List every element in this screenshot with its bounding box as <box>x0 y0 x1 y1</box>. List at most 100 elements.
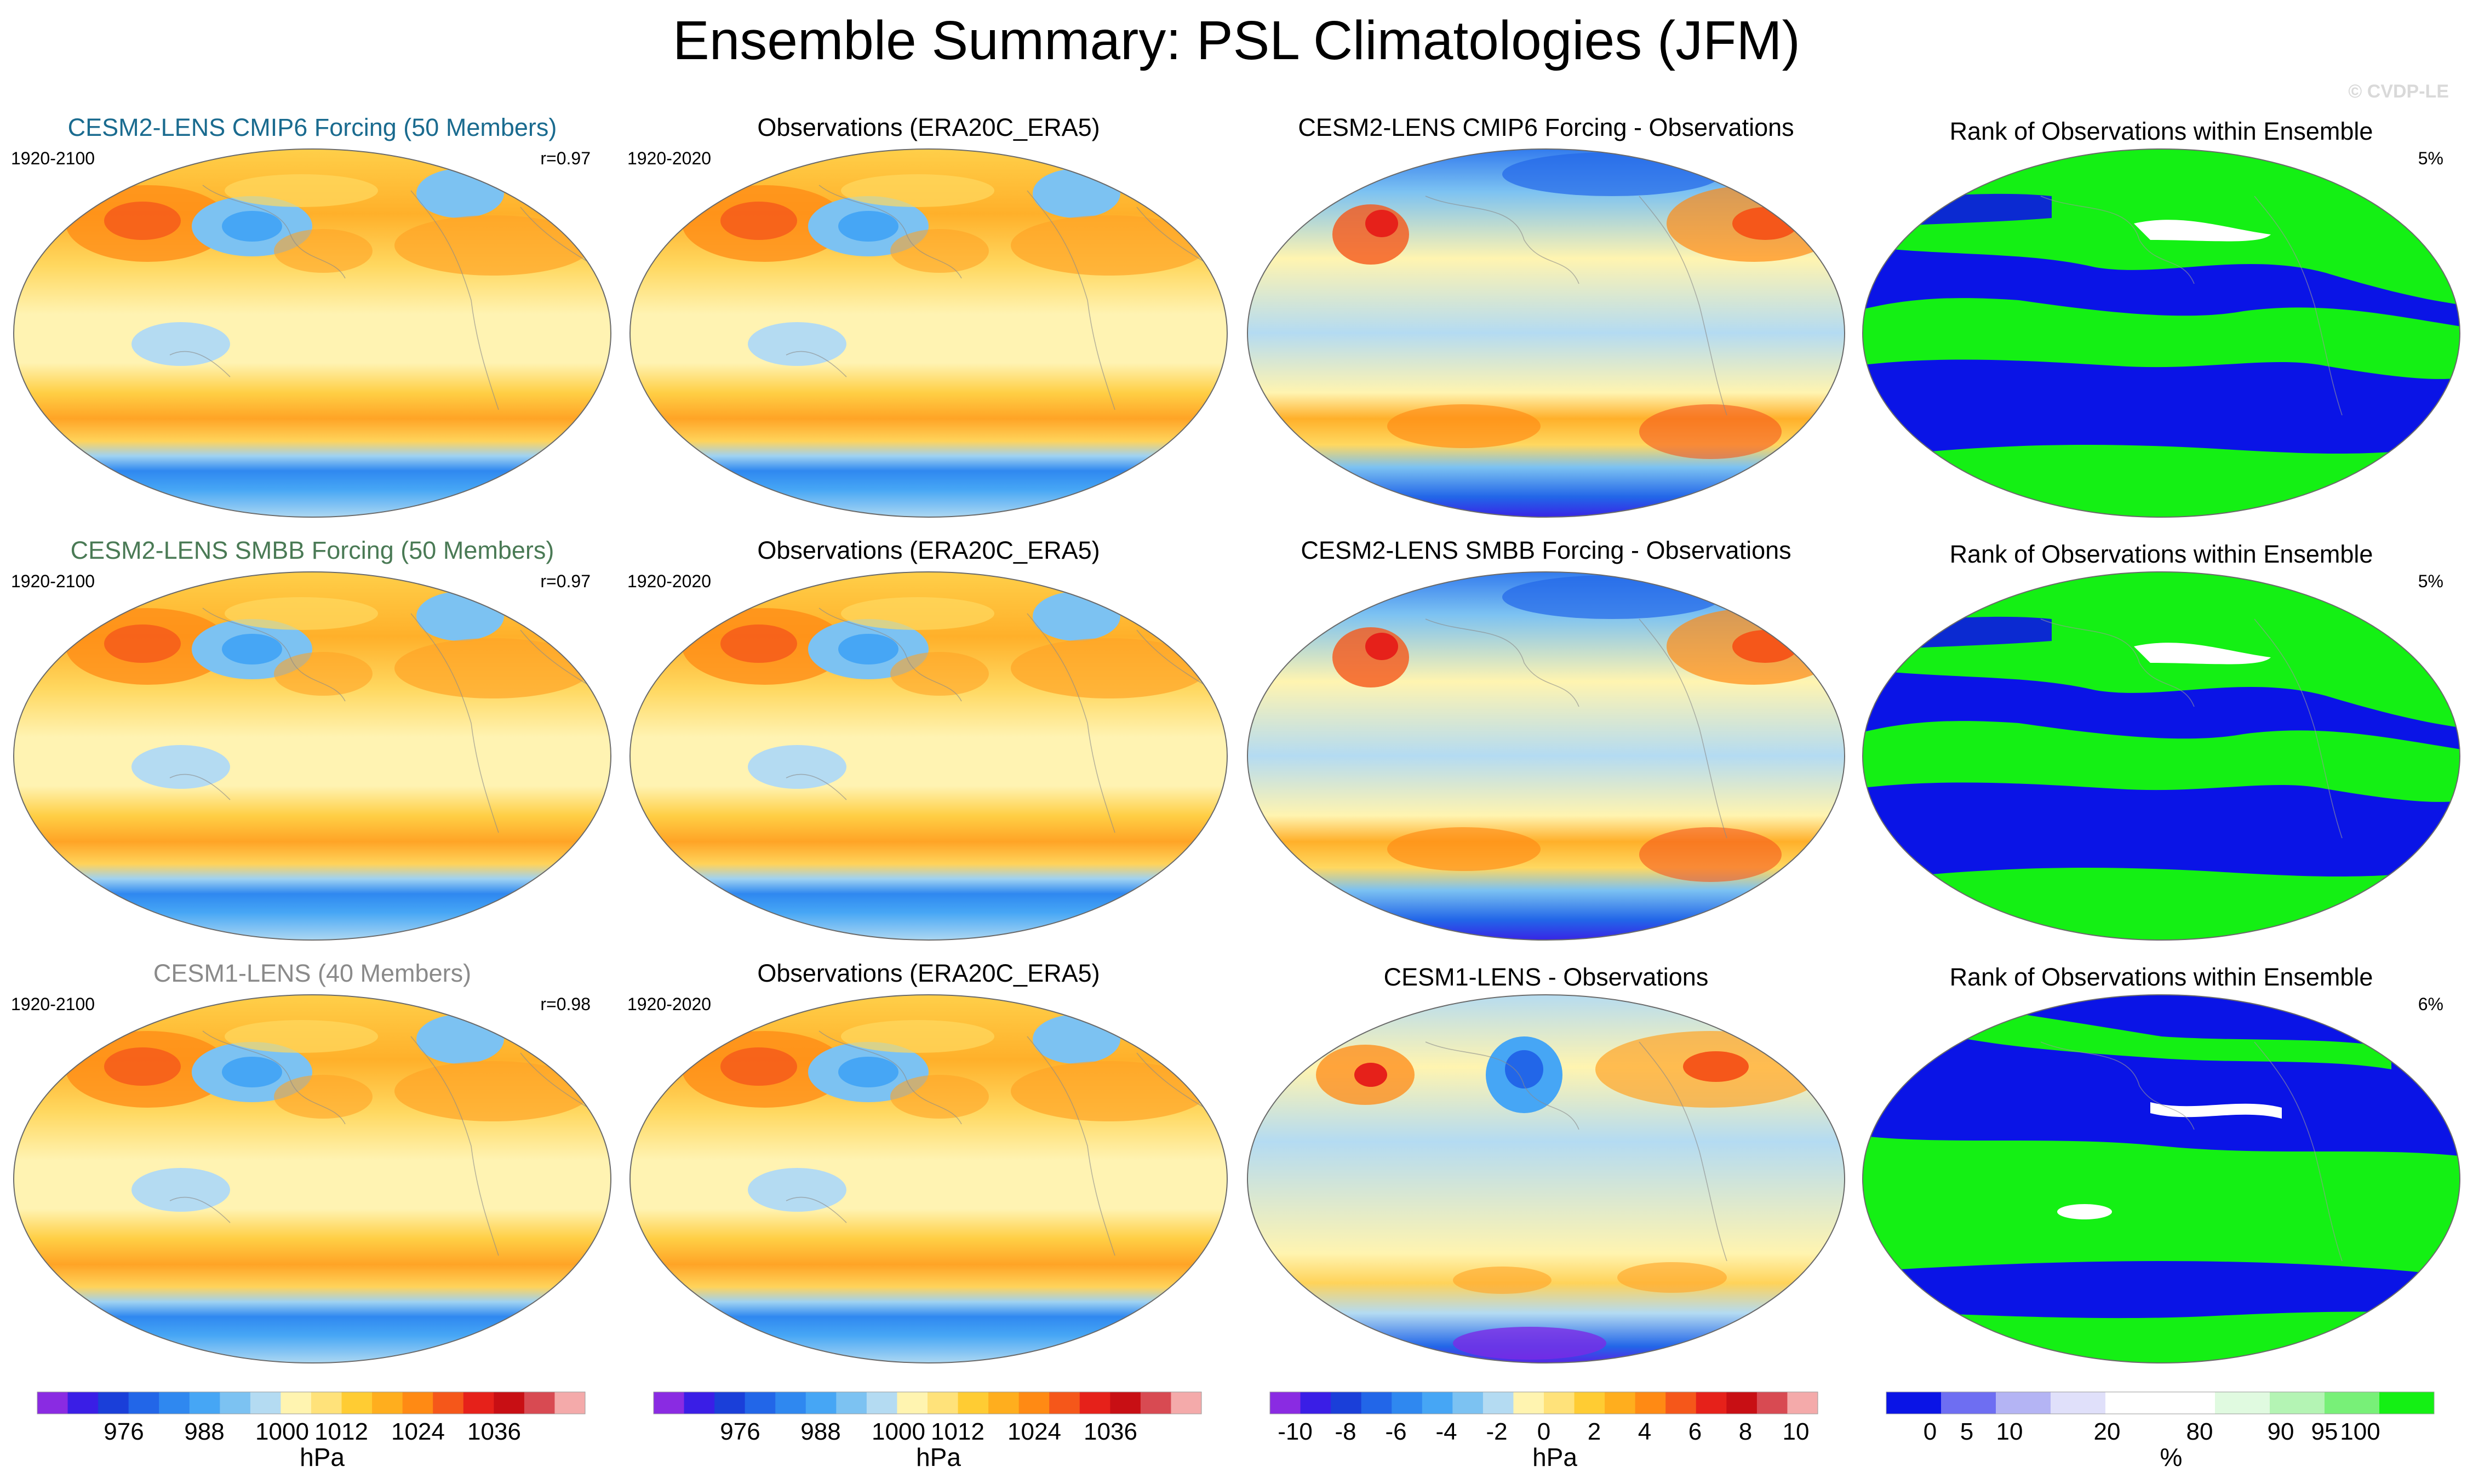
colorbar-unit-label: % <box>2160 1443 2183 1471</box>
obs-panel-title: Observations (ERA20C_ERA5) <box>757 113 1100 141</box>
colorbar-frame <box>1269 1391 1818 1414</box>
diff-map <box>1245 147 1847 519</box>
colorbar-unit-label: hPa <box>916 1443 961 1471</box>
colorbar-swatch <box>836 1392 867 1414</box>
colorbar-unit-label: hPa <box>300 1443 345 1471</box>
colorbar-swatch <box>1171 1392 1202 1414</box>
colorbar-tick-label: 1012 <box>314 1418 368 1445</box>
colorbar-swatch <box>2160 1392 2216 1414</box>
model-years: 1920-2100 <box>11 994 95 1014</box>
colorbar-swatch <box>1049 1392 1080 1414</box>
colorbar-tick-label: 0 <box>1924 1418 1937 1445</box>
colorbar-swatch <box>2105 1392 2161 1414</box>
colorbar-swatch <box>745 1392 776 1414</box>
colorbar-swatch <box>1726 1392 1758 1414</box>
model-years: 1920-2100 <box>11 148 95 168</box>
colorbar-swatch <box>1787 1392 1818 1414</box>
colorbar-swatch <box>897 1392 928 1414</box>
colorbar-swatch <box>1300 1392 1331 1414</box>
colorbar-swatch <box>433 1392 464 1414</box>
model-psl-map <box>11 570 614 942</box>
colorbar-tick-label: 1024 <box>1007 1418 1061 1445</box>
rank-percent: 5% <box>2418 571 2443 591</box>
colorbar-swatch <box>494 1392 525 1414</box>
colorbar-swatch <box>1574 1392 1605 1414</box>
colorbar-rank: 0 5 10 20 80 90 95 100% <box>1886 1391 2435 1471</box>
colorbar-swatch <box>805 1392 837 1414</box>
colorbar-tick-label: 90 <box>2268 1418 2294 1445</box>
colorbar-swatch <box>684 1392 715 1414</box>
colorbar-swatch <box>1482 1392 1514 1414</box>
rank-map <box>1854 993 2468 1365</box>
colorbar-tick-label: 1000 <box>872 1418 925 1445</box>
colorbar-swatch <box>1270 1392 1301 1414</box>
model-correlation: r=0.97 <box>540 571 591 591</box>
colorbar-swatch <box>1941 1392 1996 1414</box>
colorbar-tick-label: -4 <box>1435 1418 1457 1445</box>
colorbar-swatch <box>1696 1392 1727 1414</box>
colorbar-swatch <box>1331 1392 1362 1414</box>
colorbar-swatch <box>2051 1392 2106 1414</box>
colorbar-tick-label: -6 <box>1385 1418 1406 1445</box>
diff-map <box>1245 993 1847 1365</box>
colorbar-tick-label: 80 <box>2186 1418 2213 1445</box>
colorbar-swatch <box>1392 1392 1423 1414</box>
colorbar-swatch <box>67 1392 99 1414</box>
obs-years: 1920-2020 <box>627 148 711 168</box>
diff-panel-title: CESM2-LENS SMBB Forcing - Observations <box>1301 536 1791 564</box>
colorbar-swatch <box>1361 1392 1392 1414</box>
colorbar-swatch <box>220 1392 251 1414</box>
obs-psl-map <box>627 993 1230 1365</box>
model-psl-map <box>11 147 614 519</box>
colorbar-swatch <box>372 1392 403 1414</box>
colorbar-tick-label: 976 <box>104 1418 144 1445</box>
obs-panel-title: Observations (ERA20C_ERA5) <box>757 536 1100 564</box>
colorbar-tick-label: 976 <box>720 1418 760 1445</box>
colorbar-tick-label: 1024 <box>391 1418 445 1445</box>
colorbar-tick-label: 5 <box>1960 1418 1973 1445</box>
colorbar-swatch <box>1422 1392 1453 1414</box>
colorbar-swatch <box>866 1392 897 1414</box>
colorbar-swatch <box>250 1392 281 1414</box>
colorbar-frame <box>1886 1391 2435 1414</box>
colorbar-swatch <box>1513 1392 1544 1414</box>
model-psl-map <box>11 993 614 1365</box>
colorbar-swatch <box>37 1392 68 1414</box>
colorbar-tick-label: 988 <box>800 1418 840 1445</box>
diff-panel-title: CESM2-LENS CMIP6 Forcing - Observations <box>1298 113 1794 141</box>
colorbar-swatch <box>1110 1392 1141 1414</box>
colorbar-swatch <box>1140 1392 1171 1414</box>
colorbar-swatch <box>1886 1392 1942 1414</box>
row-1: CESM2-LENS CMIP6 Forcing (50 Members) 19… <box>11 113 2468 519</box>
colorbar-swatch <box>1996 1392 2051 1414</box>
model-correlation: r=0.97 <box>540 148 591 168</box>
colorbar-tick-label: 10 <box>1996 1418 2023 1445</box>
colorbar-tick-label: 6 <box>1688 1418 1702 1445</box>
rank-panel-title: Rank of Observations within Ensemble <box>1950 963 2373 991</box>
colorbar-tick-label: 0 <box>1537 1418 1550 1445</box>
colorbar-difference: -10 -8 -6 -4 -2 0 2 4 6 8 10 hPa <box>1269 1391 1818 1471</box>
colorbar-tick-label: -2 <box>1486 1418 1507 1445</box>
colorbar-tick-label: -8 <box>1335 1418 1356 1445</box>
colorbar-swatch <box>463 1392 494 1414</box>
rank-panel-title: Rank of Observations within Ensemble <box>1950 540 2373 568</box>
colorbar-swatch <box>98 1392 129 1414</box>
model-panel-title: CESM2-LENS CMIP6 Forcing (50 Members) <box>68 113 557 141</box>
colorbar-tick-label: 988 <box>184 1418 224 1445</box>
colorbar-frame <box>37 1391 586 1414</box>
rank-map <box>1854 147 2468 519</box>
rank-map <box>1854 570 2468 942</box>
colorbar-tick-label: 95 <box>2311 1418 2338 1445</box>
colorbar-swatch <box>159 1392 190 1414</box>
model-years: 1920-2100 <box>11 571 95 591</box>
obs-psl-map <box>627 147 1230 519</box>
colorbar-swatch <box>988 1392 1020 1414</box>
colorbar-swatch <box>1452 1392 1484 1414</box>
rank-percent: 5% <box>2418 148 2443 168</box>
obs-years: 1920-2020 <box>627 571 711 591</box>
colorbar-tick-label: 20 <box>2094 1418 2121 1445</box>
colorbar-swatch <box>1605 1392 1636 1414</box>
colorbar-swatch <box>554 1392 586 1414</box>
colorbar-swatch <box>128 1392 159 1414</box>
colorbar-swatch <box>189 1392 220 1414</box>
